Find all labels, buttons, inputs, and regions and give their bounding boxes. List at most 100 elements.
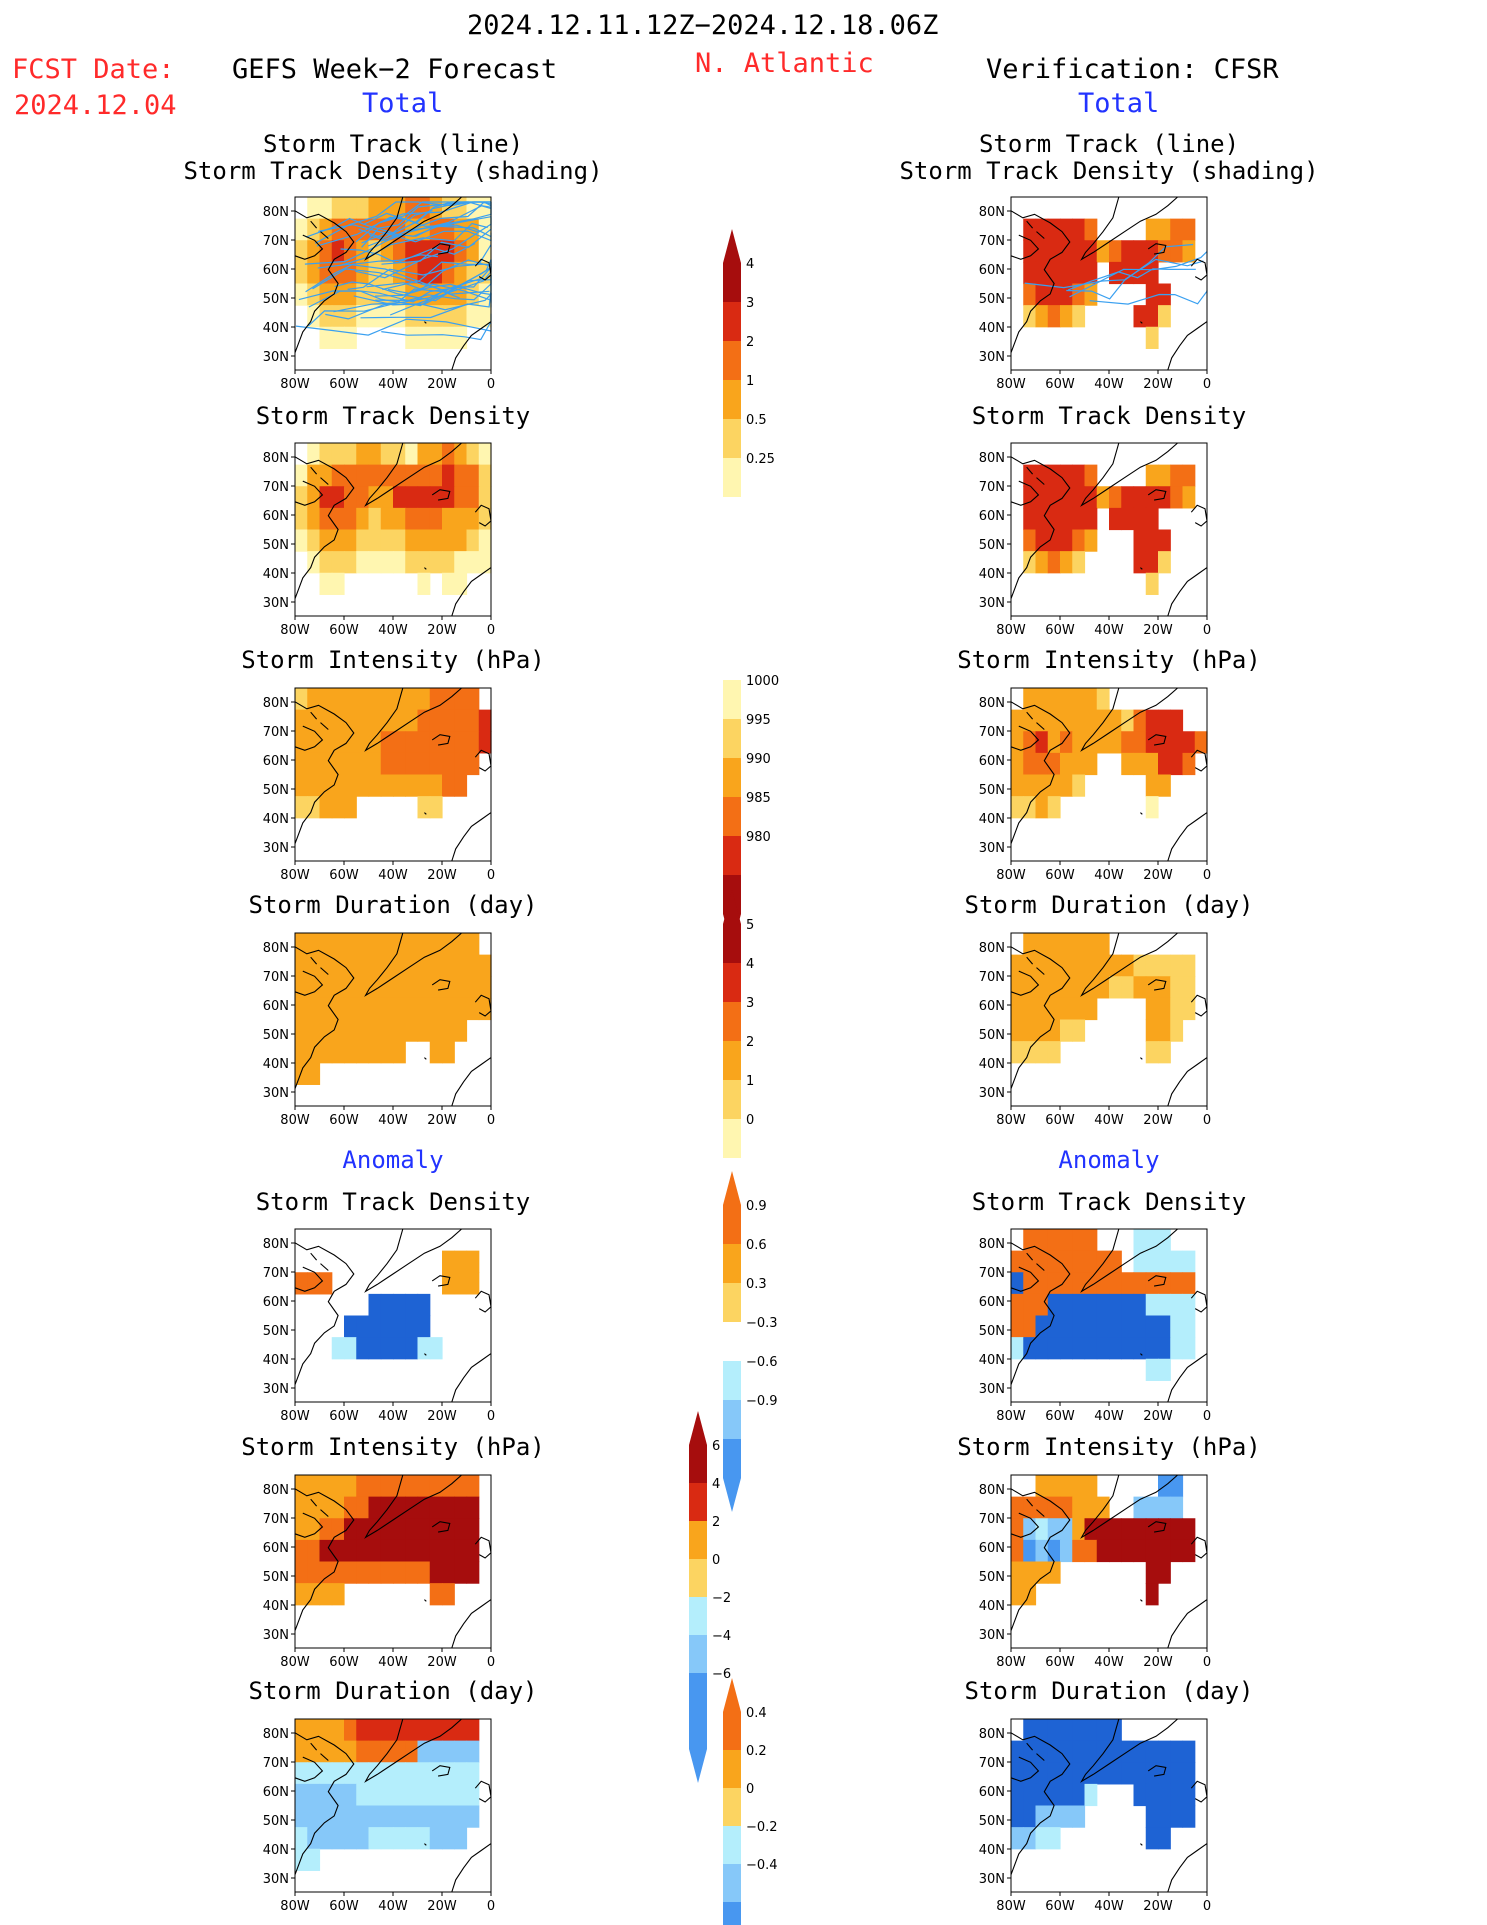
coastline xyxy=(294,234,324,260)
lon-tick-label: 40W xyxy=(1094,1899,1124,1914)
heatmap-cell xyxy=(454,1496,468,1519)
heatmap-cell xyxy=(1109,1315,1122,1338)
heatmap-cell xyxy=(319,464,333,487)
heatmap-cell xyxy=(368,688,382,711)
heatmap-cell xyxy=(331,1827,345,1850)
heatmap-cell xyxy=(319,486,333,509)
heatmap-cell xyxy=(344,1041,357,1064)
heatmap-cell xyxy=(331,283,345,306)
colorbar-label: 4 xyxy=(746,957,754,972)
heatmap-cell xyxy=(1072,1229,1086,1252)
coastline xyxy=(1010,210,1071,353)
heatmap-cell xyxy=(442,1561,455,1584)
heatmap-cell xyxy=(393,486,406,509)
heatmap-cell xyxy=(1194,731,1208,754)
heatmap-cell xyxy=(1023,1539,1037,1563)
heatmap-cell xyxy=(1060,1805,1073,1828)
lat-tick-label: 60N xyxy=(263,1295,289,1310)
lon-tick-label: 20W xyxy=(1143,1655,1173,1670)
heatmap-cell xyxy=(1170,709,1184,732)
lat-tick-label: 50N xyxy=(979,1570,1005,1585)
heatmap-cell xyxy=(1023,933,1037,956)
colorbar-segment xyxy=(723,836,741,875)
colorbar-segment xyxy=(723,719,741,758)
coastline xyxy=(1140,812,1143,815)
coastline xyxy=(1167,1843,1208,1893)
heatmap-cell xyxy=(331,796,345,819)
heatmap-cell xyxy=(1145,752,1159,776)
forecast-title: GEFS Week−2 Forecast xyxy=(232,54,558,85)
heatmap-cell xyxy=(405,688,419,711)
heatmap-cell xyxy=(1035,954,1049,977)
heatmap-cell xyxy=(466,1272,480,1295)
heatmap-cell xyxy=(295,688,308,711)
heatmap-cell xyxy=(307,1019,321,1042)
coastline xyxy=(474,1290,492,1313)
heatmap-cell xyxy=(1072,997,1086,1021)
heatmap-cell xyxy=(405,997,419,1021)
heatmap-cell xyxy=(1145,1762,1159,1785)
lat-tick-label: 40N xyxy=(263,812,289,827)
coastline xyxy=(1080,687,1178,752)
title-right-duration: Storm Duration (day) xyxy=(964,891,1254,919)
heatmap-cell xyxy=(1072,218,1086,241)
heatmap-cell xyxy=(368,529,382,552)
coastline xyxy=(294,1756,324,1782)
colorbar-segment xyxy=(723,458,741,497)
coastline xyxy=(1167,812,1208,862)
heatmap-cell xyxy=(331,774,345,797)
colorbar-segment xyxy=(723,1002,741,1041)
coastline xyxy=(1080,1228,1178,1293)
lat-tick-label: 40N xyxy=(263,1353,289,1368)
heatmap-cell xyxy=(429,1827,443,1850)
lat-tick-label: 30N xyxy=(979,350,1005,365)
heatmap-cell xyxy=(466,688,480,711)
heatmap-cell xyxy=(454,933,468,956)
heatmap-cell xyxy=(1072,1719,1086,1742)
colorbar-segment xyxy=(723,1244,741,1283)
coastline xyxy=(1167,1353,1208,1403)
heatmap-cell xyxy=(319,954,333,977)
storm-track-line xyxy=(314,201,467,244)
heatmap-cell xyxy=(1035,774,1049,797)
heatmap-cell xyxy=(1182,752,1196,776)
heatmap-cell xyxy=(1145,305,1159,328)
heatmap-cell xyxy=(1109,240,1122,263)
heatmap-cell xyxy=(1182,218,1196,241)
heatmap-cell xyxy=(295,954,308,977)
heatmap-cell xyxy=(454,464,468,487)
heatmap-cell xyxy=(1060,1783,1073,1807)
colorbar-label: −0.4 xyxy=(746,1858,778,1873)
heatmap-cell xyxy=(1145,261,1159,285)
heatmap-cell xyxy=(1072,1272,1086,1295)
heatmap-cell xyxy=(429,1539,443,1563)
heatmap-cell xyxy=(405,1475,419,1498)
heatmap-cell xyxy=(1084,261,1098,285)
colorbar-label: 980 xyxy=(746,830,771,845)
heatmap-cell xyxy=(454,305,468,328)
lat-tick-label: 40N xyxy=(263,321,289,336)
coastline xyxy=(1036,231,1045,239)
heatmap-cell xyxy=(1035,1041,1049,1064)
coastline xyxy=(424,1353,427,1356)
heatmap-cell xyxy=(393,976,406,999)
heatmap-cell xyxy=(295,997,308,1021)
heatmap-cell xyxy=(331,976,345,999)
heatmap-cell xyxy=(331,197,345,220)
heatmap-cell xyxy=(1121,731,1135,754)
heatmap-cell xyxy=(454,1719,468,1742)
lat-tick-label: 50N xyxy=(263,1570,289,1585)
heatmap-cell xyxy=(1182,954,1196,977)
heatmap-cell xyxy=(1109,1762,1122,1785)
heatmap-cell xyxy=(466,1783,480,1807)
heatmap-cell xyxy=(429,774,443,797)
colorbar-label: 0.4 xyxy=(746,1706,767,1721)
heatmap-cell xyxy=(295,507,308,531)
heatmap-cell xyxy=(1170,1337,1184,1360)
heatmap-cell xyxy=(1182,1805,1196,1828)
colorbar-label: −2 xyxy=(712,1591,731,1606)
heatmap-cell xyxy=(331,240,345,263)
coastline xyxy=(1026,1252,1034,1261)
heatmap-cell xyxy=(1060,240,1073,263)
heatmap-cell xyxy=(1145,218,1159,241)
